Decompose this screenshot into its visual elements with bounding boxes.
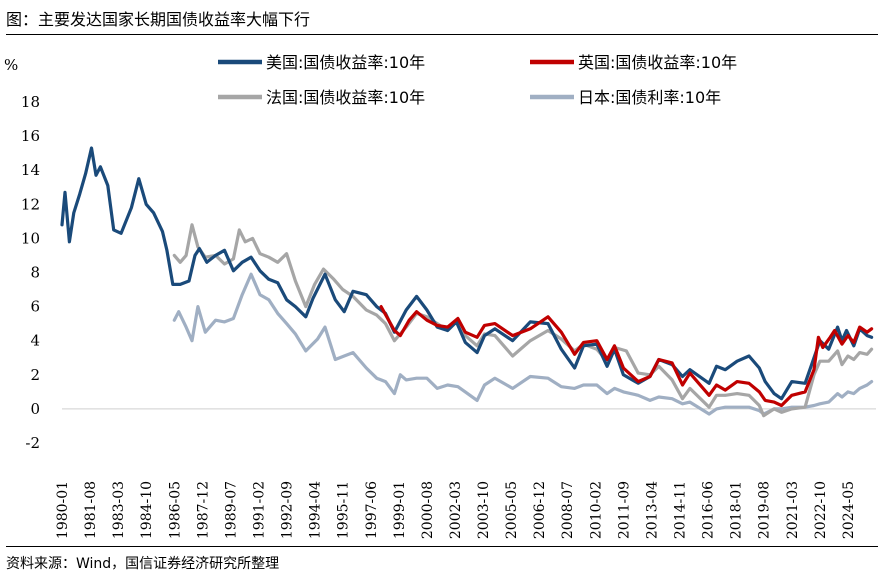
- x-tick-label: 1995-11: [336, 481, 352, 539]
- source-note: 资料来源：Wind，国信证券经济研究所整理: [6, 556, 280, 572]
- y-tick-label: 18: [21, 93, 40, 111]
- bottom-rule: [6, 546, 878, 547]
- x-tick-label: 1994-04: [308, 481, 324, 539]
- x-tick-label: 1989-07: [223, 481, 239, 539]
- x-tick-label: 2021-03: [785, 481, 801, 539]
- x-tick-label: 2018-01: [729, 481, 745, 539]
- x-tick-label: 1986-05: [167, 481, 183, 539]
- x-tick-label: 2013-04: [644, 481, 660, 539]
- y-tick-label: 2: [30, 366, 40, 384]
- x-tick-label: 2003-10: [476, 481, 492, 539]
- y-axis-unit-label: %: [4, 56, 18, 74]
- line-chart: % -2 0 2 4 6 8 10 12 14 16 18 1980-01 1981-08 1983-0…: [4, 53, 876, 539]
- y-tick-label: 14: [21, 161, 40, 179]
- x-tick-label: 2002-03: [448, 481, 464, 539]
- top-rule: [6, 34, 878, 35]
- x-tick-label: 2008-07: [560, 481, 576, 539]
- y-tick-label: 6: [30, 298, 40, 316]
- legend-label: 法国:国债收益率:10年: [266, 88, 425, 107]
- x-tick-label: 1999-01: [392, 481, 408, 539]
- x-tick-label: 2016-06: [701, 481, 717, 539]
- x-tick-label: 2000-08: [420, 481, 436, 539]
- x-tick-label: 2022-10: [813, 481, 829, 539]
- x-axis: 1980-01 1981-08 1983-03 1984-10 1986-05 1987-…: [55, 408, 876, 539]
- x-tick-label: 1981-08: [83, 481, 99, 539]
- legend-label: 日本:国债利率:10年: [578, 88, 721, 107]
- y-tick-label: 12: [21, 195, 40, 213]
- y-axis-ticks: -2 0 2 4 6 8 10 12 14 16 18: [21, 93, 40, 452]
- x-tick-label: 2006-12: [532, 481, 548, 539]
- y-tick-label: 4: [30, 332, 40, 350]
- series-lines: [60, 146, 874, 418]
- x-tick-label: 1987-12: [195, 481, 211, 539]
- x-tick-label: 1980-01: [55, 481, 71, 539]
- x-tick-label: 1997-06: [364, 481, 380, 539]
- x-tick-label: 2005-05: [504, 481, 520, 539]
- x-tick-label: 2010-02: [588, 481, 604, 539]
- y-tick-label: 16: [21, 127, 40, 145]
- series-line-1: [60, 146, 874, 401]
- x-tick-label: 1983-03: [111, 481, 127, 539]
- x-tick-label: 1992-09: [280, 481, 296, 539]
- x-tick-label: 2024-05: [841, 481, 857, 539]
- x-tick-label: 1984-10: [139, 481, 155, 539]
- x-tick-label: 2014-11: [673, 481, 689, 539]
- series-line-4: [172, 272, 874, 416]
- figure-title: 图：主要发达国家长期国债收益率大幅下行: [6, 10, 311, 29]
- x-tick-label: 2019-08: [757, 481, 773, 539]
- y-tick-label: 0: [30, 400, 40, 418]
- y-tick-label: 8: [30, 264, 40, 282]
- y-tick-label: -2: [25, 434, 40, 452]
- legend-label: 英国:国债收益率:10年: [578, 53, 737, 72]
- x-tick-label: 2011-09: [616, 481, 632, 539]
- series-line-2: [379, 305, 874, 408]
- x-tick-label: 1991-02: [251, 481, 267, 539]
- legend-label: 美国:国债收益率:10年: [266, 53, 425, 72]
- series-line-3: [172, 223, 874, 418]
- y-tick-label: 10: [21, 229, 40, 247]
